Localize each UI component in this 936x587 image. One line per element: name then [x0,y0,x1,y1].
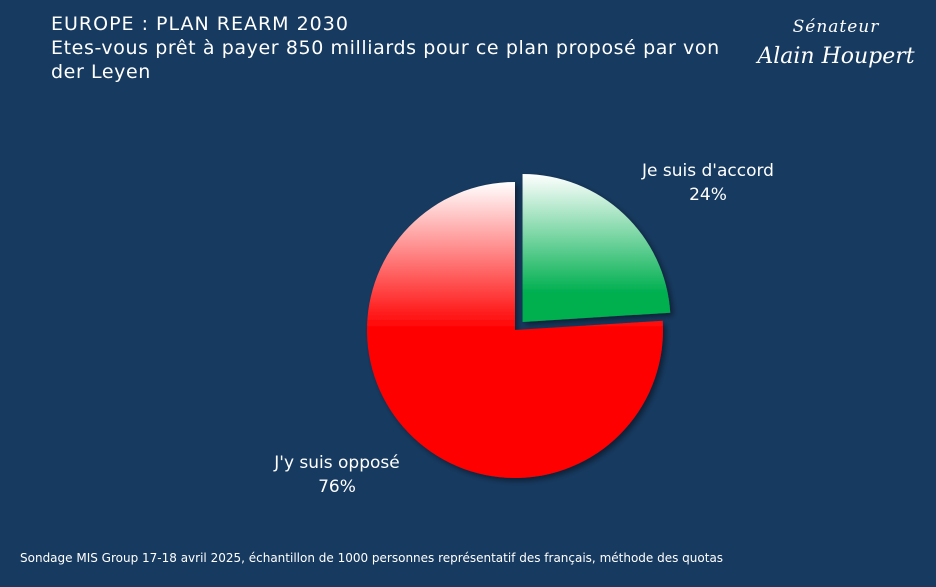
pie-slice-accord [522,173,671,322]
chart-title: EUROPE : PLAN REARM 2030 [51,13,349,35]
chart-subtitle: Etes-vous prêt à payer 850 milliards pou… [51,37,720,83]
signature: Sénateur Alain Houpert [756,12,916,72]
source-note: Sondage MIS Group 17-18 avril 2025, écha… [20,551,724,565]
slice-label-accord: Je suis d'accord [641,161,774,181]
pie-labels: Je suis d'accord 24% J'y suis opposé 76% [273,161,774,497]
signature-title: Sénateur [792,17,880,37]
slice-value-accord: 24% [689,185,727,205]
signature-name: Alain Houpert [757,44,915,69]
title-block: EUROPE : PLAN REARM 2030 Etes-vous prêt … [51,12,751,84]
slice-label-oppose: J'y suis opposé [273,453,399,473]
pie-slices [367,173,671,479]
slice-value-oppose: 76% [318,477,356,497]
pie-slice-oppose [367,182,664,479]
